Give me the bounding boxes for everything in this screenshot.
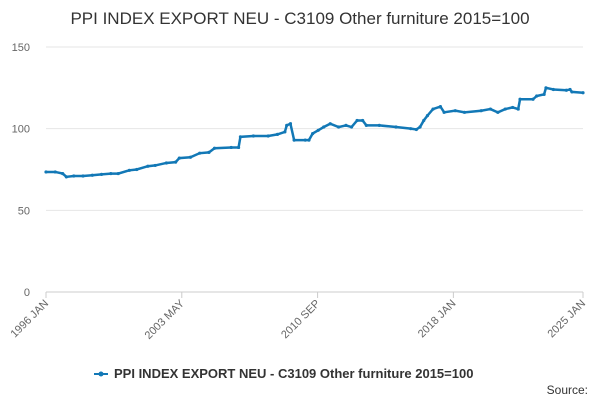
point xyxy=(238,135,243,139)
point xyxy=(418,125,422,129)
point xyxy=(283,130,287,134)
point xyxy=(146,164,150,168)
point xyxy=(442,110,446,114)
y-tick-label: 50 xyxy=(18,205,30,217)
point xyxy=(212,146,217,150)
point xyxy=(551,87,555,92)
point xyxy=(394,125,398,129)
point xyxy=(292,138,296,142)
point xyxy=(535,94,539,98)
point xyxy=(44,170,48,174)
point xyxy=(344,123,348,127)
point xyxy=(425,114,430,118)
x-tick-label: 1996 JAN xyxy=(8,298,51,341)
point xyxy=(409,127,413,131)
point xyxy=(581,91,585,95)
y-tick-label: 0 xyxy=(24,287,30,299)
point xyxy=(322,125,326,129)
point xyxy=(531,97,535,101)
legend-label: PPI INDEX EXPORT NEU - C3109 Other furni… xyxy=(114,366,473,381)
point xyxy=(316,128,320,132)
point xyxy=(438,105,443,109)
point xyxy=(229,145,233,150)
point xyxy=(349,125,354,129)
legend-marker xyxy=(98,371,104,377)
point xyxy=(135,167,139,172)
y-tick-label: 150 xyxy=(12,42,30,54)
source: Source: xyxy=(547,383,588,397)
point xyxy=(61,171,65,176)
point xyxy=(99,172,104,176)
point xyxy=(336,125,341,129)
point xyxy=(81,174,85,178)
point xyxy=(361,118,365,123)
point xyxy=(377,123,381,127)
x-tick-label: 2018 JAN xyxy=(416,298,459,341)
point xyxy=(488,107,493,111)
point xyxy=(72,174,76,178)
point xyxy=(328,122,332,126)
point xyxy=(462,110,467,114)
point xyxy=(236,145,241,150)
point xyxy=(503,107,507,111)
point xyxy=(422,118,426,123)
point xyxy=(275,132,280,136)
point xyxy=(285,123,289,127)
y-tick-label: 100 xyxy=(12,124,30,136)
point xyxy=(207,150,211,154)
point xyxy=(568,87,572,92)
point xyxy=(453,109,457,113)
point xyxy=(116,171,120,176)
point xyxy=(516,107,520,111)
point xyxy=(53,170,57,174)
point xyxy=(496,110,500,114)
point xyxy=(153,163,157,168)
point xyxy=(311,131,315,136)
point xyxy=(266,134,270,138)
point xyxy=(511,105,515,110)
point xyxy=(431,107,435,111)
point xyxy=(188,155,193,159)
point xyxy=(414,127,418,132)
point xyxy=(109,171,113,176)
series-line xyxy=(46,86,584,179)
point xyxy=(303,138,307,142)
point xyxy=(364,123,368,127)
point xyxy=(564,88,568,92)
point xyxy=(355,118,359,123)
point xyxy=(90,173,94,177)
x-tick-label: 2025 JAN xyxy=(545,298,588,341)
point xyxy=(307,138,311,142)
point xyxy=(177,156,181,160)
point xyxy=(127,168,131,172)
point xyxy=(164,161,168,165)
point xyxy=(570,90,574,94)
point xyxy=(542,92,546,96)
chart-title: PPI INDEX EXPORT NEU - C3109 Other furni… xyxy=(70,9,529,28)
point xyxy=(288,122,293,126)
x-tick-label: 2010 SEP xyxy=(279,298,323,342)
point xyxy=(251,134,255,138)
point xyxy=(479,109,483,113)
point xyxy=(64,175,68,179)
point xyxy=(174,160,178,164)
x-tick-label: 2003 MAY xyxy=(143,297,188,342)
point xyxy=(198,151,202,155)
point xyxy=(544,86,548,90)
point xyxy=(518,97,522,101)
